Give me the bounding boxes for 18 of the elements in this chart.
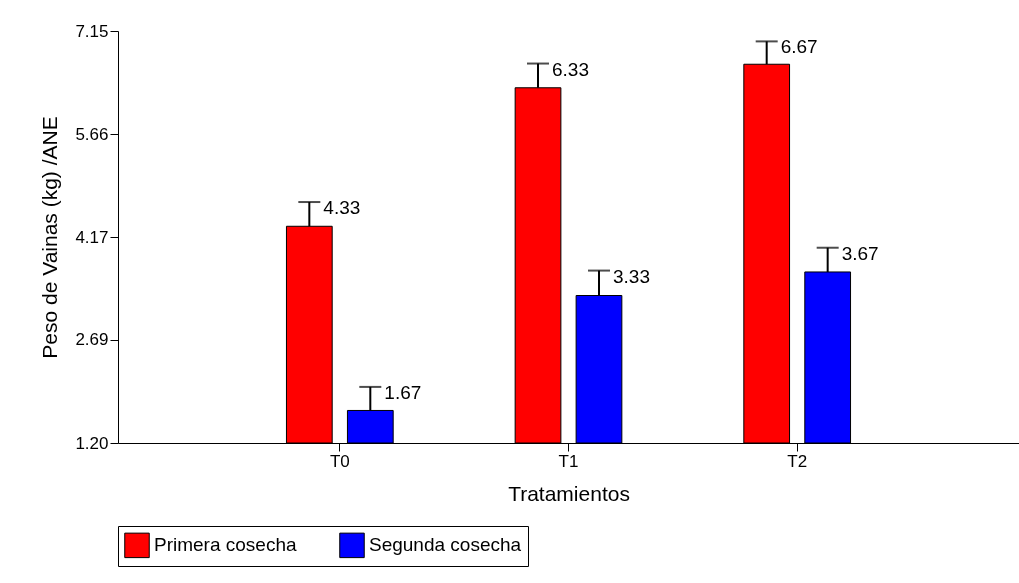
data-label: 6.33 (552, 58, 589, 80)
x-tick-label: T1 (558, 451, 579, 471)
y-tick-label: 1.20 (75, 433, 109, 453)
x-tick-label: T2 (787, 451, 808, 471)
data-label: 3.67 (841, 242, 879, 264)
legend-label: Segunda cosecha (369, 534, 522, 556)
data-label: 3.33 (612, 265, 650, 287)
data-label: 1.67 (384, 381, 422, 403)
x-tick-label: T0 (329, 451, 350, 471)
data-label: 6.67 (780, 36, 818, 58)
y-tick-label: 5.66 (75, 124, 109, 144)
y-tick-label: 2.69 (75, 330, 109, 350)
y-tick-label: 7.15 (75, 21, 109, 41)
y-tick-label: 4.17 (75, 227, 109, 247)
y-axis-title: Peso de Vainas (kg) /ANE (38, 116, 62, 359)
legend-label: Primera cosecha (154, 534, 297, 556)
data-label: 4.33 (323, 197, 361, 219)
x-axis-title: Tratamientos (508, 481, 630, 505)
